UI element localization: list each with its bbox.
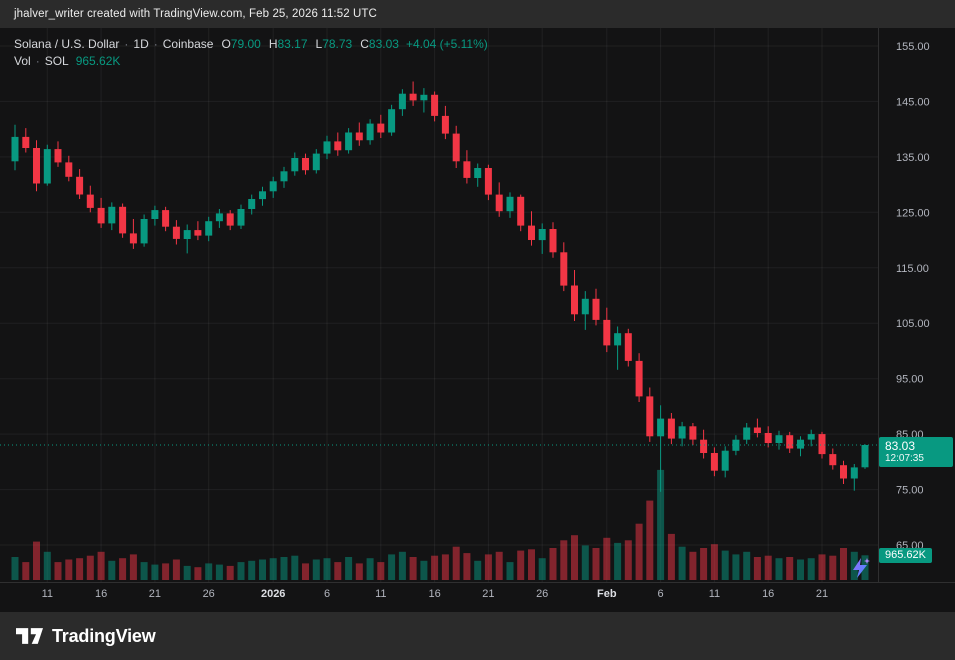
symbol-line: Solana / U.S. Dollar · 1D · Coinbase O79.00 H8… [14,36,488,53]
close-value: C83.03 [360,37,399,51]
last-price-value: 83.03 [885,439,916,453]
separator-dot: · [153,37,158,51]
axis-borders [0,28,955,583]
chart-region: 155.00 145.00 135.00 125.00 115.00 105.00 95.0… [0,28,955,612]
svg-text:95.00: 95.00 [896,374,924,386]
exchange-label: Coinbase [162,37,214,51]
attribution-text: jhalver_writer created with TradingView.… [14,8,377,20]
volume-value: 965.62K [75,54,121,68]
svg-text:115.00: 115.00 [896,263,929,275]
price-axis-labels: 155.00 145.00 135.00 125.00 115.00 105.00 95.0… [896,41,930,552]
time-axis-labels: 11 16 21 26 2026 6 11 16 21 26 Feb 6 11 16 21 [42,588,829,600]
tradingview-wordmark[interactable]: TradingView [52,625,156,646]
svg-text:105.00: 105.00 [896,318,930,330]
svg-text:125.00: 125.00 [896,207,930,219]
last-volume-label: 965.62K [879,548,932,563]
volume-indicator-label: Vol [14,54,31,68]
svg-text:155.00: 155.00 [896,41,930,53]
svg-text:75.00: 75.00 [896,485,924,497]
volume-bars [11,469,869,580]
volume-symbol: SOL [44,54,69,68]
svg-text:145.00: 145.00 [896,96,930,108]
separator-dot: · [35,54,40,68]
svg-text:26: 26 [536,588,548,600]
lightning-boost-icon [848,556,872,580]
svg-text:11: 11 [42,588,53,600]
svg-text:6: 6 [658,588,664,600]
svg-text:135.00: 135.00 [896,152,930,164]
low-value: L78.73 [315,37,353,51]
svg-text:16: 16 [428,588,440,600]
svg-text:16: 16 [95,588,107,600]
footer-bar: TradingView [0,612,955,660]
svg-text:6: 6 [324,588,330,600]
tradingview-logo-mark[interactable] [16,628,43,644]
open-value: O79.00 [221,37,261,51]
svg-text:26: 26 [203,588,215,600]
chart-header: Solana / U.S. Dollar · 1D · Coinbase O79.00 H8… [14,36,488,70]
svg-text:16: 16 [762,588,774,600]
svg-text:21: 21 [816,588,828,600]
svg-text:Feb: Feb [597,588,617,600]
svg-text:21: 21 [482,588,494,600]
symbol-title: Solana / U.S. Dollar [14,37,120,51]
svg-text:11: 11 [709,588,720,600]
attribution-bar: jhalver_writer created with TradingView.… [0,0,955,28]
bar-countdown: 12:07:35 [885,453,924,464]
candlestick-chart[interactable]: 155.00 145.00 135.00 125.00 115.00 105.00 95.0… [0,28,955,612]
last-price-label: 83.03 12:07:35 [879,437,953,467]
svg-text:11: 11 [375,588,386,600]
svg-text:2026: 2026 [261,588,285,600]
grid-lines [0,28,878,582]
separator-dot: · [124,37,129,51]
candles [11,81,869,492]
interval-label: 1D [133,37,149,51]
volume-line: Vol · SOL 965.62K [14,53,488,70]
change-value: +4.04 (+5.11%) [405,37,488,51]
high-value: H83.17 [268,37,308,51]
svg-text:21: 21 [149,588,161,600]
